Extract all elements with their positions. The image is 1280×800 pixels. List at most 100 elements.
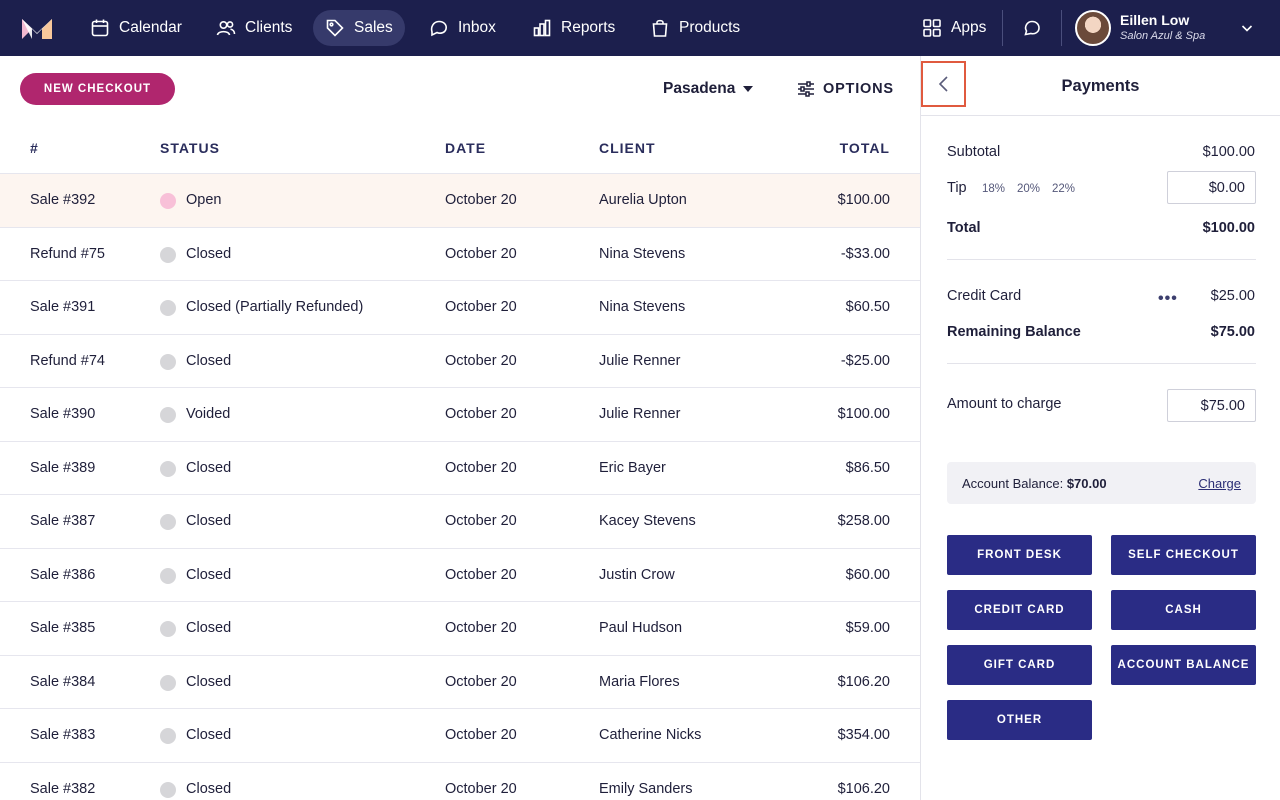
sale-number: Sale #389	[30, 459, 96, 476]
user-name[interactable]: Eillen Low	[1120, 12, 1190, 28]
more-options-icon[interactable]: •••	[1158, 290, 1178, 307]
amount-to-charge-label: Amount to charge	[947, 396, 1062, 412]
chevron-down-icon[interactable]	[1240, 21, 1254, 35]
status-dot-icon	[160, 300, 176, 316]
credit-card-button[interactable]: CREDIT CARD	[947, 590, 1092, 630]
sale-number: Sale #385	[30, 620, 96, 636]
nav-item-products[interactable]: Products	[638, 10, 752, 46]
sale-number: Sale #384	[30, 673, 96, 690]
status-dot-icon	[160, 460, 176, 477]
grid-icon	[923, 19, 941, 37]
options-label: OPTIONS	[823, 81, 894, 97]
sale-date: October 20	[445, 780, 517, 797]
tag-icon	[326, 19, 344, 37]
messages-button[interactable]	[1010, 10, 1054, 46]
column-header-date[interactable]: DATE	[445, 140, 487, 156]
column-header-number[interactable]: #	[30, 140, 39, 156]
sale-date: October 20	[445, 727, 517, 743]
table-row[interactable]: Sale #386 Closed October 20 Justin Crow $60.…	[0, 549, 920, 602]
user-avatar[interactable]	[1075, 10, 1111, 46]
table-row[interactable]: Refund #74 Closed October 20 Julie Renner -$…	[0, 335, 920, 388]
nav-item-label: Sales	[354, 19, 393, 36]
tip-label: Tip	[947, 180, 967, 196]
sale-total: $100.00	[837, 406, 890, 422]
sale-total: $100.00	[837, 192, 890, 208]
new-checkout-button[interactable]: NEW CHECKOUT	[20, 73, 175, 105]
table-row[interactable]: Sale #382 Closed October 20 Emily Sanders $1…	[0, 763, 920, 800]
self-checkout-button[interactable]: SELF CHECKOUT	[1111, 535, 1256, 575]
status-text: Closed	[186, 727, 232, 743]
apps-menu[interactable]: Apps	[910, 10, 998, 46]
table-row[interactable]: Sale #383 Closed October 20 Catherine Nicks…	[0, 709, 920, 763]
table-row[interactable]: Sale #391 Closed (Partially Refunded) Octo…	[0, 281, 920, 335]
remaining-balance-label: Remaining Balance	[947, 324, 1081, 340]
tip-amount-input[interactable]	[1167, 171, 1256, 204]
chevron-left-icon	[938, 76, 948, 92]
sale-date: October 20	[445, 352, 517, 369]
nav-divider	[1061, 10, 1062, 46]
caret-down-icon	[743, 86, 754, 92]
options-button[interactable]: OPTIONS	[797, 80, 894, 98]
sale-total: $86.50	[845, 459, 890, 476]
tip-option-20[interactable]: 20%	[1017, 183, 1041, 195]
nav-item-label: Inbox	[458, 19, 496, 36]
back-button[interactable]	[921, 61, 966, 107]
table-row[interactable]: Refund #75 Closed October 20 Nina Stevens -$…	[0, 228, 920, 281]
column-header-client[interactable]: CLIENT	[599, 140, 656, 156]
account-balance-text: Account Balance: $70.00	[962, 476, 1107, 491]
client-name: Paul Hudson	[599, 620, 683, 636]
table-row[interactable]: Sale #389 Closed October 20 Eric Bayer $86.5…	[0, 442, 920, 495]
nav-item-reports[interactable]: Reports	[520, 10, 627, 46]
status-dot-icon	[160, 567, 176, 584]
account-balance-button[interactable]: ACCOUNT BALANCE	[1111, 645, 1256, 685]
subtotal-value: $100.00	[1202, 144, 1255, 160]
nav-item-label: Clients	[245, 19, 293, 36]
sale-total: $60.00	[845, 566, 890, 583]
amount-to-charge-input[interactable]	[1167, 389, 1256, 422]
status-text: Closed	[186, 780, 232, 797]
status-text: Closed	[186, 620, 232, 636]
nav-item-clients[interactable]: Clients	[204, 10, 304, 46]
apps-label: Apps	[951, 19, 987, 36]
sale-date: October 20	[445, 192, 517, 208]
sale-total: $59.00	[845, 620, 890, 636]
credit-card-payment-label: Credit Card	[947, 288, 1022, 304]
location-selector[interactable]: Pasadena	[663, 80, 754, 98]
status-text: Closed	[186, 673, 232, 690]
tip-option-18[interactable]: 18%	[982, 183, 1006, 195]
table-body: Sale #392 Open October 20 Aurelia Upton $100…	[0, 174, 920, 800]
sale-date: October 20	[445, 299, 517, 315]
nav-item-calendar[interactable]: Calendar	[78, 10, 194, 46]
sale-total: -$25.00	[840, 352, 890, 369]
nav-item-inbox[interactable]: Inbox	[417, 10, 508, 46]
brand-logo[interactable]	[22, 17, 52, 39]
status-dot-icon	[160, 621, 176, 637]
charge-account-balance-link[interactable]: Charge	[1198, 476, 1241, 491]
front-desk-button[interactable]: FRONT DESK	[947, 535, 1092, 575]
chat-bubbles-icon	[430, 20, 447, 37]
column-header-status[interactable]: STATUS	[160, 140, 220, 156]
sale-total: $60.50	[845, 299, 890, 315]
subtotal-label: Subtotal	[947, 144, 1001, 160]
client-name: Maria Flores	[599, 673, 680, 690]
tip-option-22[interactable]: 22%	[1052, 183, 1076, 195]
sale-number: Sale #382	[30, 780, 96, 797]
nav-item-sales[interactable]: Sales	[313, 10, 405, 46]
table-row[interactable]: Sale #385 Closed October 20 Paul Hudson $59.…	[0, 602, 920, 656]
top-navigation-bar: Calendar Clients Sales Inbox Reports Pro…	[0, 0, 1280, 56]
client-name: Aurelia Upton	[599, 192, 687, 208]
table-row[interactable]: Sale #384 Closed October 20 Maria Flores $10…	[0, 656, 920, 709]
column-header-total[interactable]: TOTAL	[839, 140, 890, 156]
gift-card-button[interactable]: GIFT CARD	[947, 645, 1092, 685]
sale-number: Refund #75	[30, 245, 105, 262]
table-row[interactable]: Sale #387 Closed October 20 Kacey Stevens $2…	[0, 495, 920, 549]
table-row[interactable]: Sale #390 Voided October 20 Julie Renner $10…	[0, 388, 920, 442]
client-name: Eric Bayer	[599, 459, 666, 476]
sale-total: -$33.00	[840, 245, 890, 262]
divider	[947, 259, 1256, 260]
table-row[interactable]: Sale #392 Open October 20 Aurelia Upton $100…	[0, 174, 920, 228]
other-payment-button[interactable]: OTHER	[947, 700, 1092, 740]
location-label: Pasadena	[663, 80, 736, 97]
cash-button[interactable]: CASH	[1111, 590, 1256, 630]
sale-number: Sale #386	[30, 566, 96, 583]
